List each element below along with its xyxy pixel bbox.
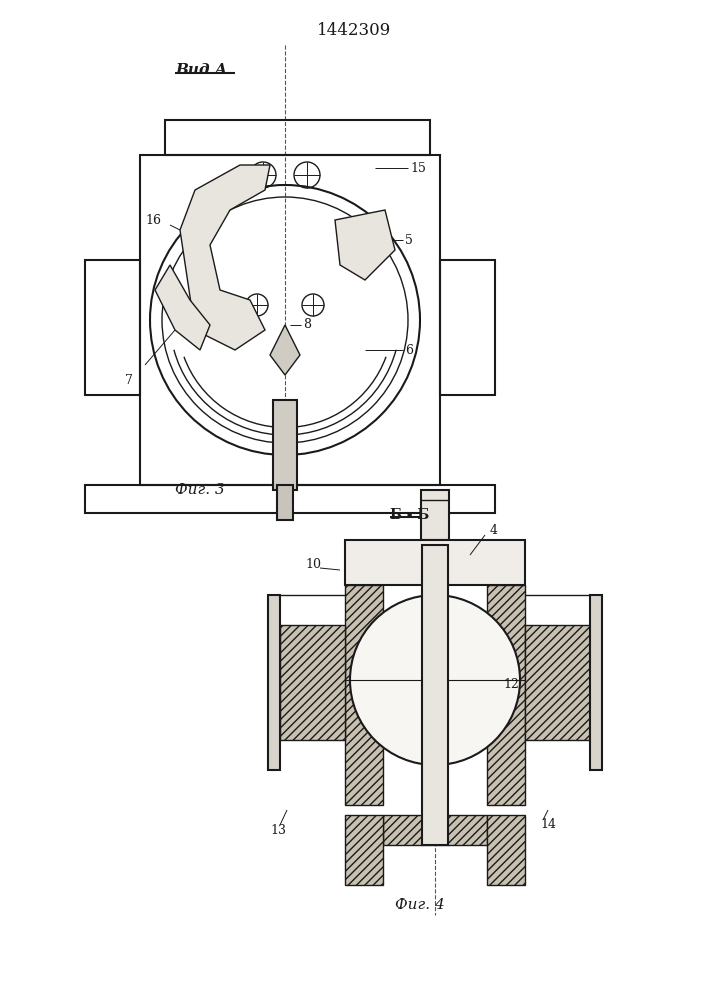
Polygon shape <box>335 210 395 280</box>
Text: 8: 8 <box>303 318 311 332</box>
Bar <box>85 260 140 395</box>
Bar <box>422 545 448 845</box>
Polygon shape <box>270 325 300 375</box>
Text: 13: 13 <box>270 824 286 836</box>
Text: 1442309: 1442309 <box>317 22 391 39</box>
Bar <box>140 155 440 485</box>
Text: 16: 16 <box>145 214 161 227</box>
Text: Фиг. 3: Фиг. 3 <box>175 483 225 497</box>
Text: 14: 14 <box>540 818 556 832</box>
Text: 10: 10 <box>305 558 321 572</box>
Text: 5: 5 <box>405 233 413 246</box>
Bar <box>345 585 383 805</box>
Bar <box>345 540 525 585</box>
Bar <box>440 260 495 395</box>
Bar <box>525 625 590 740</box>
Text: 12: 12 <box>503 678 519 692</box>
Bar <box>165 120 430 155</box>
Bar <box>487 585 525 805</box>
Bar <box>277 485 293 520</box>
Bar <box>383 815 487 845</box>
Text: 4: 4 <box>490 524 498 536</box>
Bar <box>421 490 449 540</box>
Polygon shape <box>180 165 270 350</box>
Bar <box>85 485 495 513</box>
Text: Б - Б: Б - Б <box>390 508 429 522</box>
Polygon shape <box>155 265 210 350</box>
Bar <box>268 595 280 770</box>
Text: 6: 6 <box>405 344 413 357</box>
Bar <box>487 815 525 885</box>
Text: Вид А: Вид А <box>175 63 227 77</box>
Bar <box>345 815 383 885</box>
Text: 15: 15 <box>410 161 426 174</box>
Bar <box>590 595 602 770</box>
Bar <box>280 625 345 740</box>
Text: Фиг. 4: Фиг. 4 <box>395 898 445 912</box>
Circle shape <box>350 595 520 765</box>
Text: 7: 7 <box>125 373 133 386</box>
Bar <box>273 400 297 490</box>
